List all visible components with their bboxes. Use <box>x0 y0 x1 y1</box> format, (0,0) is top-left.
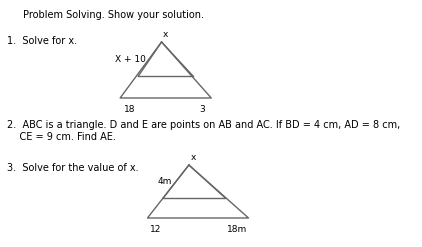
Text: x: x <box>191 153 196 162</box>
Text: X + 10: X + 10 <box>115 55 146 63</box>
Text: 18: 18 <box>124 105 135 114</box>
Text: 2.  ABC is a triangle. D and E are points on AB and AC. If BD = 4 cm, AD = 8 cm,: 2. ABC is a triangle. D and E are points… <box>7 120 400 142</box>
Text: x: x <box>163 30 168 39</box>
Text: 1.  Solve for x.: 1. Solve for x. <box>7 36 77 46</box>
Text: 12: 12 <box>150 225 161 234</box>
Text: Problem Solving. Show your solution.: Problem Solving. Show your solution. <box>23 10 204 20</box>
Text: 4m: 4m <box>157 177 172 186</box>
Text: 3: 3 <box>199 105 205 114</box>
Text: 3.  Solve for the value of x.: 3. Solve for the value of x. <box>7 163 138 173</box>
Text: 18m: 18m <box>227 225 247 234</box>
